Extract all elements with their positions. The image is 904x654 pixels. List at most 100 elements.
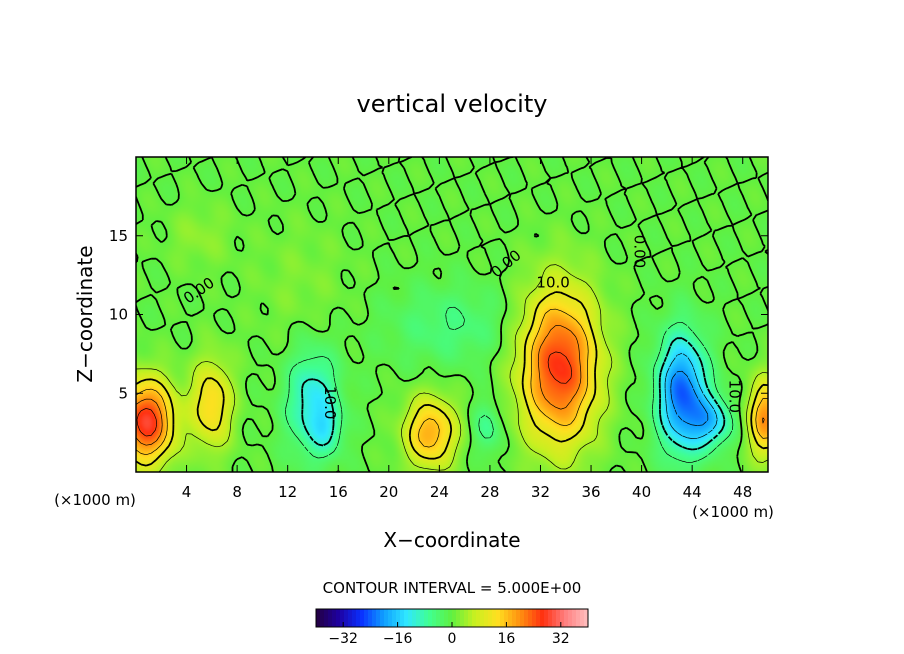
contour-line-level-neg5 <box>285 306 734 463</box>
colorbar-cell <box>560 609 565 627</box>
colorbar-tick-label: −16 <box>383 631 413 647</box>
colorbar-cell <box>368 609 373 627</box>
x-axis-ticks: 4 8 12 16 20 24 28 32 36 40 44 48 <box>182 157 752 501</box>
y-axis-ticks: 5 10 15 <box>109 227 768 402</box>
y-tick-label: 15 <box>109 227 128 245</box>
colorbar-cells <box>316 609 589 627</box>
colorbar-cell <box>384 609 389 627</box>
colorbar-cell <box>456 609 461 627</box>
x-tick-label: 4 <box>182 483 192 501</box>
colorbar-cell <box>524 609 529 627</box>
colorbar-cell <box>316 609 321 627</box>
contour-lines <box>136 157 768 472</box>
contour-label: 10.0 <box>536 274 569 292</box>
colorbar-cell <box>516 609 521 627</box>
x-tick-label: 36 <box>581 483 600 501</box>
colorbar-tick-label: −32 <box>328 631 358 647</box>
colorbar-ticks: −32 −16 0 16 32 <box>328 622 570 647</box>
colorbar-cell <box>332 609 337 627</box>
colorbar-cell <box>464 609 469 627</box>
colorbar-cell <box>404 609 409 627</box>
colorbar-cell <box>340 609 345 627</box>
colorbar-cell <box>580 609 585 627</box>
x-tick-label: 16 <box>329 483 348 501</box>
colorbar-cell <box>468 609 473 627</box>
x-tick-label: 12 <box>278 483 297 501</box>
colorbar-cell <box>412 609 417 627</box>
colorbar-cell <box>360 609 365 627</box>
colorbar-cell <box>396 609 401 627</box>
y-axis-label: Z−coordinate <box>73 245 97 382</box>
colorbar-cell <box>408 609 413 627</box>
colorbar-cell <box>380 609 385 627</box>
contour-label: 10.0 <box>321 386 339 419</box>
colorbar-cell <box>572 609 577 627</box>
x-tick-label: 40 <box>632 483 651 501</box>
colorbar-cell <box>416 609 421 627</box>
colorbar-cell <box>552 609 557 627</box>
chart-title: vertical velocity <box>357 90 548 118</box>
colorbar-cell <box>428 609 433 627</box>
contour-line-level-25 <box>136 351 572 437</box>
y-tick-label: 5 <box>118 384 128 402</box>
colorbar-cell <box>436 609 441 627</box>
colorbar-cell <box>472 609 477 627</box>
colorbar-cell <box>324 609 329 627</box>
colorbar-cell <box>556 609 561 627</box>
contour-label: 10.0 <box>725 380 743 413</box>
colorbar-cell <box>344 609 349 627</box>
colorbar-tick-label: 32 <box>552 631 570 647</box>
colorbar-cell <box>544 609 549 627</box>
x-tick-label: 20 <box>379 483 398 501</box>
colorbar-cell <box>460 609 465 627</box>
colorbar-cell <box>528 609 533 627</box>
contour-line-level-5 <box>136 264 768 472</box>
colorbar-cell <box>564 609 569 627</box>
colorbar-cell <box>336 609 341 627</box>
colorbar-cell <box>540 609 545 627</box>
colorbar-cell <box>480 609 485 627</box>
colorbar-cell <box>448 609 453 627</box>
colorbar-cell <box>536 609 541 627</box>
colorbar-cell <box>500 609 505 627</box>
colorbar-cell <box>432 609 437 627</box>
contour-line-level-neg20 <box>670 370 709 426</box>
x-tick-label: 44 <box>683 483 702 501</box>
colorbar-cell <box>532 609 537 627</box>
colorbar-cell <box>484 609 489 627</box>
colorbar-cell <box>568 609 573 627</box>
contour-line-level-10 <box>136 291 768 467</box>
x-unit-left: (×1000 m) <box>54 491 136 509</box>
colorbar-cell <box>328 609 333 627</box>
colorbar-cell <box>504 609 509 627</box>
colorbar-cell <box>444 609 449 627</box>
colorbar-cell <box>364 609 369 627</box>
contour-interval-label: CONTOUR INTERVAL = 5.000E+00 <box>323 579 582 597</box>
colorbar-cell <box>376 609 381 627</box>
colorbar-cell <box>548 609 553 627</box>
colorbar-cell <box>420 609 425 627</box>
colorbar: −32 −16 0 16 32 <box>315 608 589 647</box>
x-unit-right: (×1000 m) <box>692 503 774 521</box>
colorbar-cell <box>424 609 429 627</box>
x-axis-label: X−coordinate <box>383 528 520 552</box>
colorbar-cell <box>492 609 497 627</box>
colorbar-cell <box>584 609 589 627</box>
x-tick-label: 28 <box>480 483 499 501</box>
colorbar-cell <box>496 609 501 627</box>
colorbar-cell <box>452 609 457 627</box>
colorbar-cell <box>372 609 377 627</box>
colorbar-cell <box>576 609 581 627</box>
colorbar-cell <box>356 609 361 627</box>
contour-line-level-15 <box>136 308 768 456</box>
colorbar-cell <box>520 609 525 627</box>
y-tick-label: 10 <box>109 306 128 324</box>
contour-line-level-neg10 <box>301 337 726 451</box>
colorbar-cell <box>440 609 445 627</box>
colorbar-cell <box>392 609 397 627</box>
colorbar-tick-label: 0 <box>448 631 457 647</box>
colorbar-tick-label: 16 <box>497 631 515 647</box>
velocity-field-heatmap <box>136 157 768 472</box>
